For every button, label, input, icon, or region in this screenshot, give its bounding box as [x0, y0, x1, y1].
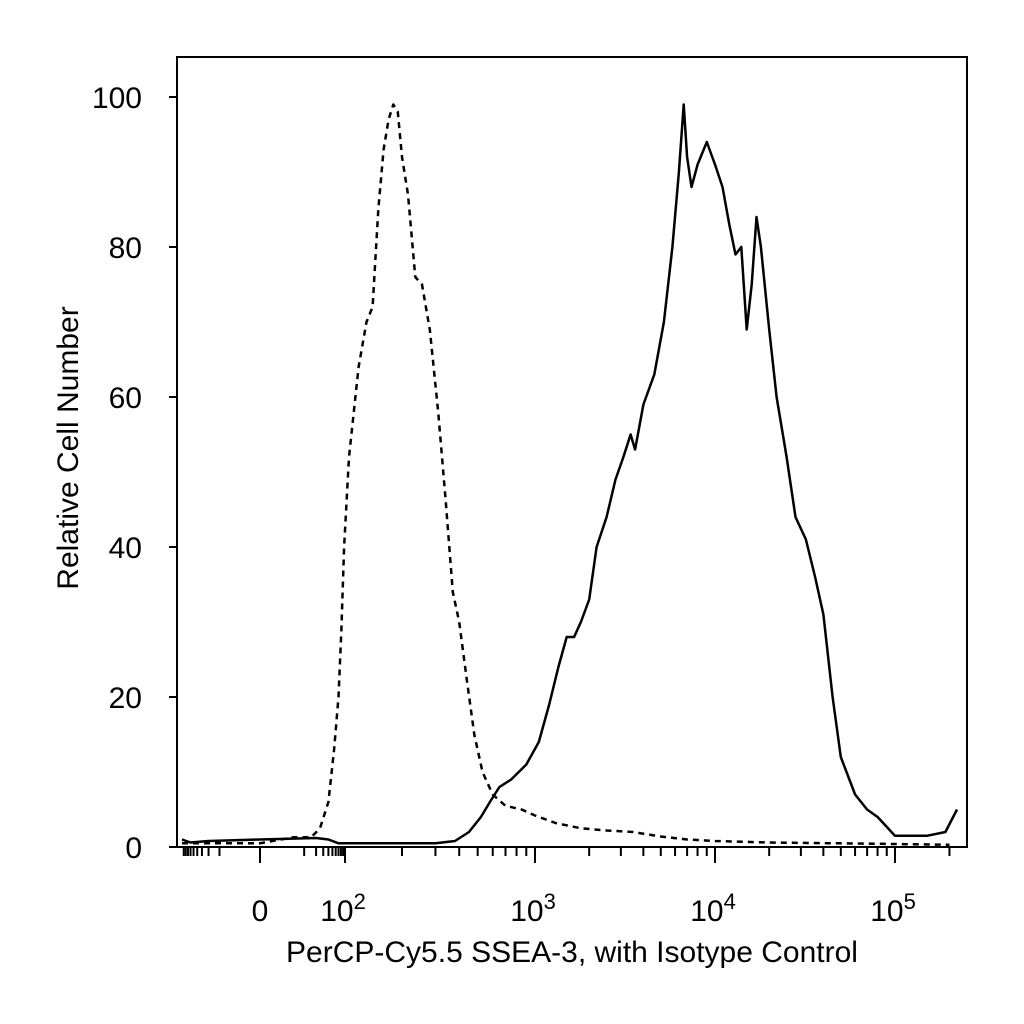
- x-tick-label: 105: [870, 889, 916, 928]
- ssea3-curve: [181, 103, 959, 845]
- y-tick-label: 60: [109, 382, 142, 415]
- y-tick-label: 20: [109, 682, 142, 715]
- x-axis: 0 102 103 104 105: [182, 847, 951, 928]
- y-axis: 0 20 40 60 80 100: [92, 82, 177, 865]
- y-axis-title: Relative Cell Number: [52, 306, 85, 589]
- x-axis-title: PerCP-Cy5.5 SSEA-3, with Isotype Control: [286, 936, 858, 969]
- x-tick-label: 102: [320, 889, 366, 928]
- isotype-control-curve: [182, 103, 950, 847]
- x-tick-label: 104: [690, 889, 736, 928]
- x-tick-label: 0: [252, 895, 269, 928]
- x-tick-label: 103: [510, 889, 556, 928]
- y-tick-label: 0: [125, 832, 142, 865]
- series-layer: [181, 103, 959, 847]
- y-tick-label: 40: [109, 532, 142, 565]
- y-tick-label: 100: [92, 82, 142, 115]
- y-tick-label: 80: [109, 232, 142, 265]
- plot-frame: [176, 56, 968, 848]
